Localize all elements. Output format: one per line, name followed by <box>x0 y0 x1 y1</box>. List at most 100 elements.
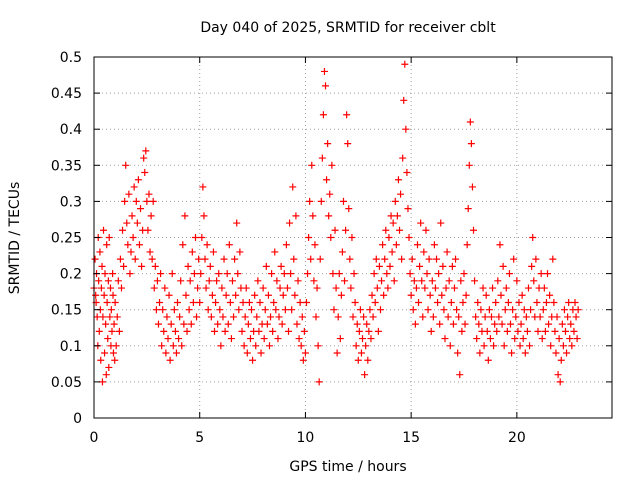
data-point <box>312 313 320 321</box>
data-point <box>360 313 368 321</box>
data-point <box>315 378 323 386</box>
data-point <box>374 327 382 335</box>
data-point <box>120 262 128 270</box>
data-point <box>273 277 281 285</box>
data-point <box>181 212 189 220</box>
data-point <box>199 183 207 191</box>
data-point <box>261 306 269 314</box>
data-point <box>91 255 99 263</box>
data-point <box>92 291 100 299</box>
data-point <box>333 349 341 357</box>
data-point <box>411 320 419 328</box>
data-point <box>304 270 312 278</box>
data-point <box>269 327 277 335</box>
data-point <box>143 197 151 205</box>
data-point <box>326 190 334 198</box>
data-point <box>268 270 276 278</box>
data-point <box>402 125 410 133</box>
data-point <box>100 291 108 299</box>
data-point <box>240 342 248 350</box>
data-point <box>287 270 295 278</box>
data-point <box>109 291 117 299</box>
data-point <box>523 327 531 335</box>
data-point <box>391 197 399 205</box>
data-point <box>224 320 232 328</box>
data-point <box>336 335 344 343</box>
data-point <box>383 270 391 278</box>
data-point <box>174 298 182 306</box>
data-point <box>133 219 141 227</box>
data-point <box>528 262 536 270</box>
data-point <box>189 298 197 306</box>
data-point <box>425 255 433 263</box>
data-point <box>216 306 224 314</box>
data-point <box>389 219 397 227</box>
data-point <box>437 219 445 227</box>
data-point <box>501 306 509 314</box>
data-point <box>516 342 524 350</box>
data-point <box>320 67 328 75</box>
data-point <box>456 371 464 379</box>
data-point <box>476 349 484 357</box>
data-point <box>474 298 482 306</box>
data-point <box>317 197 325 205</box>
data-point <box>294 277 302 285</box>
data-point <box>339 197 347 205</box>
data-point <box>485 306 493 314</box>
data-point <box>159 306 167 314</box>
data-point <box>244 320 252 328</box>
data-point <box>527 306 535 314</box>
data-point <box>162 349 170 357</box>
data-point <box>515 298 523 306</box>
data-point <box>196 298 204 306</box>
data-point <box>459 298 467 306</box>
data-point <box>96 248 104 256</box>
data-point <box>220 255 228 263</box>
data-point <box>376 306 384 314</box>
data-point <box>453 306 461 314</box>
data-point <box>503 327 511 335</box>
data-point <box>352 342 360 350</box>
data-point <box>422 226 430 234</box>
data-point <box>213 277 221 285</box>
data-point <box>325 212 333 220</box>
data-point <box>428 277 436 285</box>
data-point <box>483 327 491 335</box>
data-point <box>182 291 190 299</box>
data-point <box>486 335 494 343</box>
data-point <box>262 262 270 270</box>
data-point <box>408 255 416 263</box>
data-point <box>403 169 411 177</box>
data-point <box>439 262 447 270</box>
data-point <box>466 118 474 126</box>
data-point <box>510 255 518 263</box>
data-point <box>211 327 219 335</box>
data-point <box>251 291 259 299</box>
data-point <box>105 363 113 371</box>
data-point <box>496 241 504 249</box>
data-point <box>455 313 463 321</box>
data-point <box>493 327 501 335</box>
data-point <box>207 313 215 321</box>
data-point <box>462 291 470 299</box>
data-point <box>417 219 425 227</box>
data-point <box>565 298 573 306</box>
data-point <box>176 313 184 321</box>
data-point <box>560 306 568 314</box>
data-point <box>195 255 203 263</box>
data-point <box>557 356 565 364</box>
data-point <box>520 306 528 314</box>
data-point <box>530 277 538 285</box>
data-point <box>301 349 309 357</box>
data-point <box>500 342 508 350</box>
data-point <box>278 320 286 328</box>
data-point <box>473 335 481 343</box>
data-point <box>111 356 119 364</box>
data-point <box>507 320 515 328</box>
data-point <box>467 140 475 148</box>
data-point <box>249 356 257 364</box>
data-point <box>257 349 265 357</box>
data-point <box>393 212 401 220</box>
data-point <box>307 255 315 263</box>
y-tick-label: 0 <box>73 411 82 427</box>
